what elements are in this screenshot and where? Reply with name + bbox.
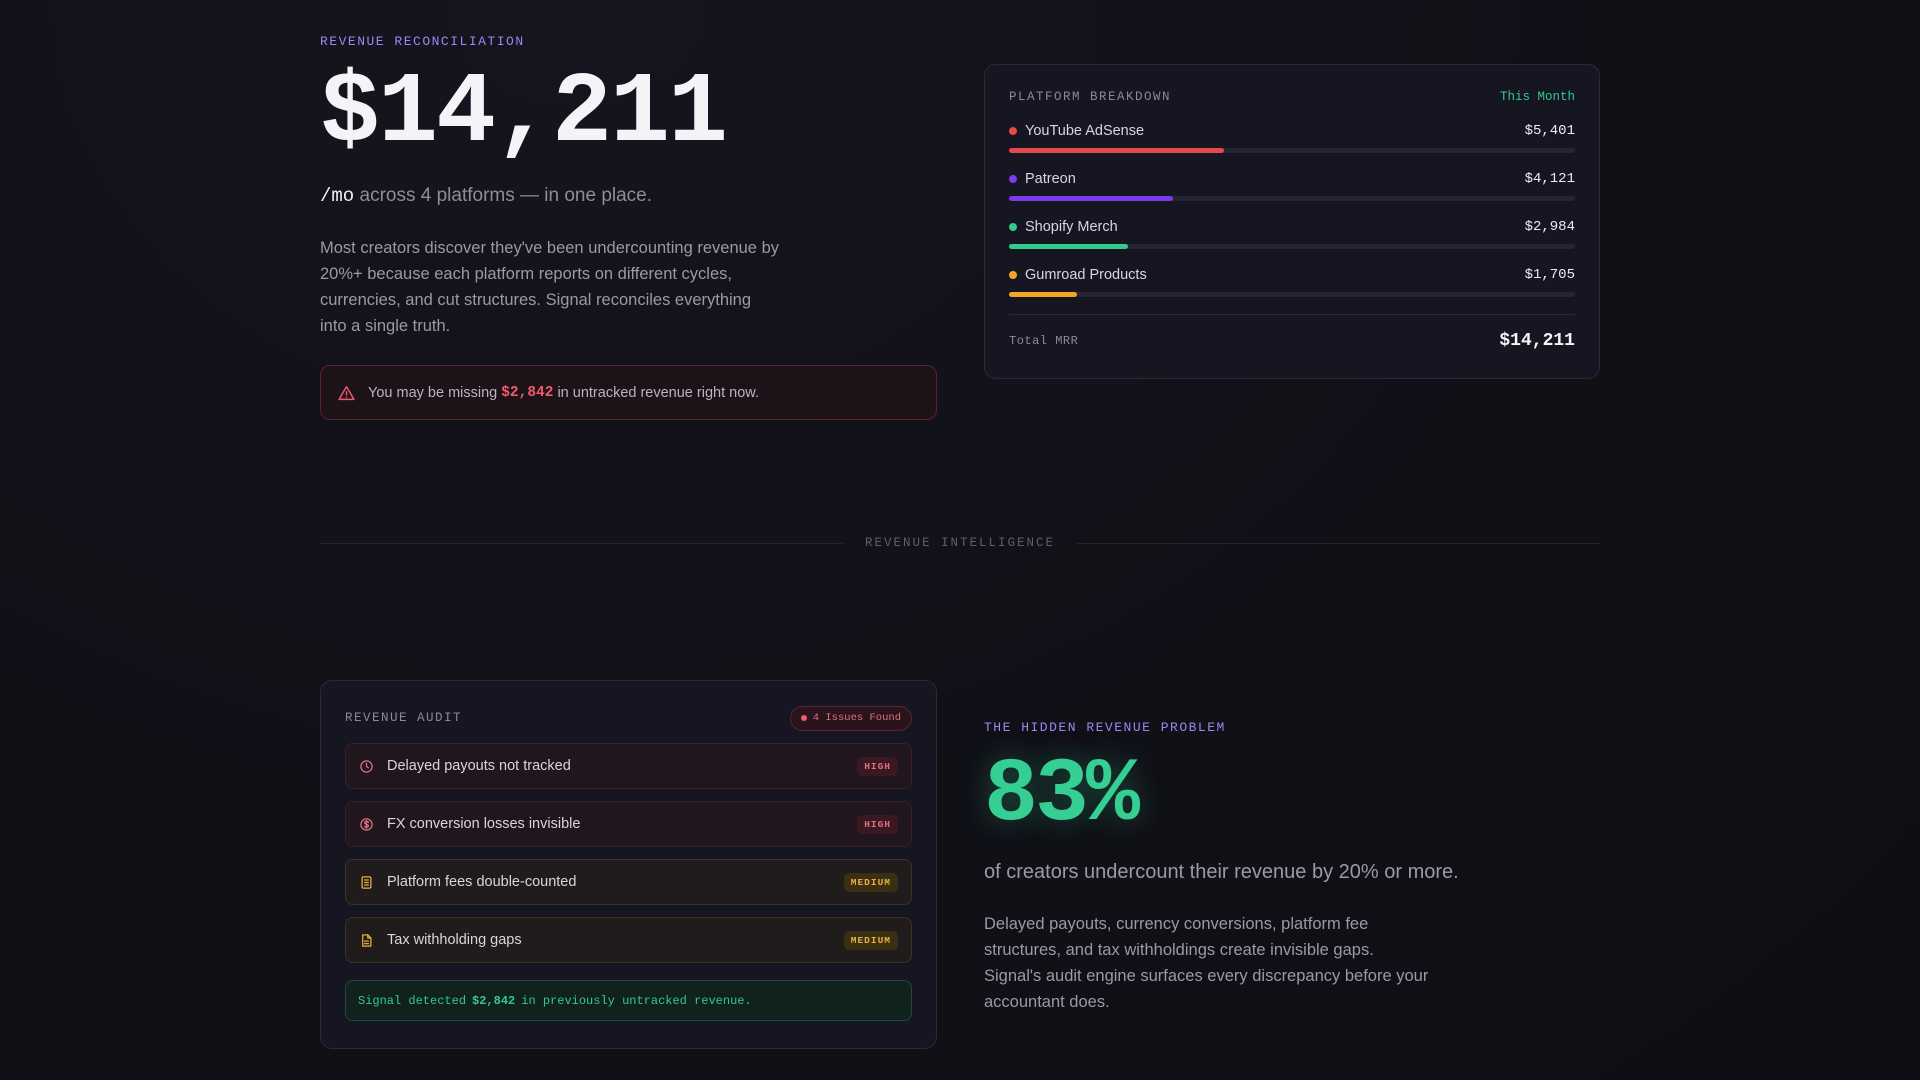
total-mrr-label: Total MRR (1009, 334, 1079, 348)
platform-progress-fill (1009, 148, 1225, 153)
platform-row[interactable]: YouTube AdSense $5,401 (1009, 122, 1575, 153)
platform-label: Patreon (1025, 171, 1076, 187)
hero-subtitle: /mo across 4 platforms — in one place. (320, 185, 937, 207)
platform-name: Gumroad Products (1009, 267, 1147, 283)
detection-summary: Signal detected $2,842 in previously unt… (345, 980, 912, 1021)
issues-found-badge[interactable]: 4 Issues Found (789, 705, 912, 731)
alert-suffix: in untracked revenue right now. (557, 384, 759, 401)
platform-color-dot (1009, 175, 1017, 183)
platform-label: Gumroad Products (1025, 267, 1147, 283)
platform-row-header: Gumroad Products $1,705 (1009, 266, 1575, 284)
platform-row[interactable]: Shopify Merch $2,984 (1009, 218, 1575, 249)
platform-value: $1,705 (1524, 267, 1575, 283)
detect-amount: $2,842 (472, 993, 516, 1008)
issue-label: FX conversion losses invisible (387, 816, 581, 832)
platform-value: $5,401 (1524, 123, 1575, 139)
total-mrr-value: $14,211 (1499, 331, 1575, 351)
platform-progress-fill (1009, 292, 1077, 297)
severity-badge: MEDIUM (843, 872, 898, 892)
platform-row[interactable]: Patreon $4,121 (1009, 170, 1575, 201)
alert-prefix: You may be missing (368, 384, 498, 401)
period-selector[interactable]: This Month (1499, 90, 1575, 104)
platform-card-header: PLATFORM BREAKDOWN This Month (1009, 89, 1575, 105)
document-icon (362, 933, 372, 947)
severity-badge: HIGH (857, 756, 898, 776)
platform-progress-fill (1009, 244, 1128, 249)
platform-progress-track (1009, 292, 1575, 297)
audit-card-header: REVENUE AUDIT 4 Issues Found (345, 705, 912, 731)
card-divider (1009, 314, 1575, 315)
platform-row-header: YouTube AdSense $5,401 (1009, 122, 1575, 140)
platform-name: YouTube AdSense (1009, 123, 1144, 139)
platform-color-dot (1009, 271, 1017, 279)
platform-color-dot (1009, 223, 1017, 231)
issue-info: Platform fees double-counted (359, 874, 576, 890)
dollar-circle-icon (360, 817, 373, 831)
platform-row-header: Patreon $4,121 (1009, 170, 1575, 188)
platform-name: Shopify Merch (1009, 219, 1118, 235)
issue-info: FX conversion losses invisible (359, 816, 580, 832)
audit-issue-row[interactable]: Tax withholding gaps MEDIUM (345, 917, 912, 963)
issue-label: Platform fees double-counted (387, 874, 577, 890)
platform-label: Shopify Merch (1025, 219, 1118, 235)
platform-row[interactable]: Gumroad Products $1,705 (1009, 266, 1575, 297)
revenue-total: $14,211 (320, 58, 728, 171)
audit-issue-row[interactable]: Platform fees double-counted MEDIUM (345, 859, 912, 905)
hidden-problem-eyebrow: THE HIDDEN REVENUE PROBLEM (984, 720, 1226, 735)
total-mrr-row: Total MRR $14,211 (1009, 331, 1575, 351)
platform-progress-track (1009, 148, 1575, 153)
audit-issue-row[interactable]: Delayed payouts not tracked HIGH (345, 743, 912, 789)
platform-progress-track (1009, 196, 1575, 201)
platform-value: $2,984 (1524, 219, 1575, 235)
issue-label: Tax withholding gaps (387, 932, 522, 948)
hero-eyebrow: REVENUE RECONCILIATION (320, 34, 525, 49)
platform-progress-fill (1009, 196, 1174, 201)
hero-subtitle-text: across 4 platforms — in one place. (359, 185, 653, 206)
hero-description: Most creators discover they've been unde… (320, 239, 779, 335)
hidden-problem-description: Delayed payouts, currency conversions, p… (984, 915, 1429, 1011)
platform-name: Patreon (1009, 171, 1076, 187)
warning-triangle-icon (338, 385, 355, 400)
divider-line-right (1077, 542, 1600, 544)
detect-suffix: in previously untracked revenue. (521, 993, 752, 1008)
status-dot-icon (800, 715, 807, 721)
section-divider-label: REVENUE INTELLIGENCE (864, 536, 1056, 550)
severity-badge: HIGH (857, 814, 898, 834)
alert-amount: $2,842 (501, 384, 554, 401)
detect-prefix: Signal detected (358, 993, 467, 1008)
severity-badge: MEDIUM (843, 930, 898, 950)
platform-progress-track (1009, 244, 1575, 249)
audit-card-title: REVENUE AUDIT (345, 711, 463, 725)
issue-label: Delayed payouts not tracked (387, 758, 571, 774)
platform-label: YouTube AdSense (1025, 123, 1145, 139)
platform-value: $4,121 (1524, 171, 1575, 187)
audit-issue-row[interactable]: FX conversion losses invisible HIGH (345, 801, 912, 847)
hidden-problem-section: THE HIDDEN REVENUE PROBLEM 83% of creato… (984, 720, 1584, 1015)
clock-icon (360, 759, 373, 773)
platform-list: YouTube AdSense $5,401 Patreon $4,121 Shopif… (1009, 122, 1575, 297)
revenue-audit-card: REVENUE AUDIT 4 Issues Found Delayed pay… (320, 680, 937, 1049)
platform-breakdown-card: PLATFORM BREAKDOWN This Month YouTube Ad… (984, 64, 1600, 379)
per-month-unit: /mo (320, 185, 355, 207)
issues-found-label: 4 Issues Found (812, 712, 901, 724)
percentage-caption: of creators undercount their revenue by … (984, 861, 1459, 883)
undercount-percentage: 83% (984, 745, 1140, 847)
platform-color-dot (1009, 127, 1017, 135)
divider-line-left (320, 542, 843, 544)
platform-card-title: PLATFORM BREAKDOWN (1009, 90, 1172, 104)
issue-info: Delayed payouts not tracked (359, 758, 571, 774)
platform-row-header: Shopify Merch $2,984 (1009, 218, 1575, 236)
receipt-icon (361, 875, 372, 889)
issue-info: Tax withholding gaps (359, 932, 522, 948)
section-divider: REVENUE INTELLIGENCE (320, 535, 1600, 551)
issues-list: Delayed payouts not tracked HIGH FX conver… (345, 743, 912, 963)
hero-section: REVENUE RECONCILIATION $14,211 /mo acros… (320, 34, 937, 420)
missing-revenue-alert: You may be missing $2,842 in untracked r… (320, 365, 937, 420)
